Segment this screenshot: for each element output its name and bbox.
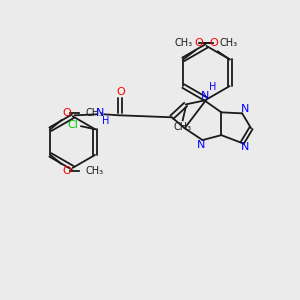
Text: O: O <box>209 38 218 49</box>
Text: Cl: Cl <box>68 120 79 130</box>
Text: N: N <box>197 140 206 150</box>
Text: N: N <box>241 104 249 114</box>
Text: O: O <box>195 38 203 47</box>
Text: O: O <box>116 86 125 97</box>
Text: CH₃: CH₃ <box>85 166 103 176</box>
Text: O: O <box>62 166 70 176</box>
Text: CH₃: CH₃ <box>174 122 192 132</box>
Text: CH₃: CH₃ <box>85 108 103 118</box>
Text: N: N <box>96 108 105 118</box>
Text: O: O <box>62 108 70 118</box>
Text: H: H <box>102 116 109 126</box>
Text: N: N <box>201 91 210 100</box>
Text: CH₃: CH₃ <box>175 38 193 49</box>
Text: H: H <box>209 82 216 92</box>
Text: CH₃: CH₃ <box>220 38 238 47</box>
Text: N: N <box>241 142 249 152</box>
